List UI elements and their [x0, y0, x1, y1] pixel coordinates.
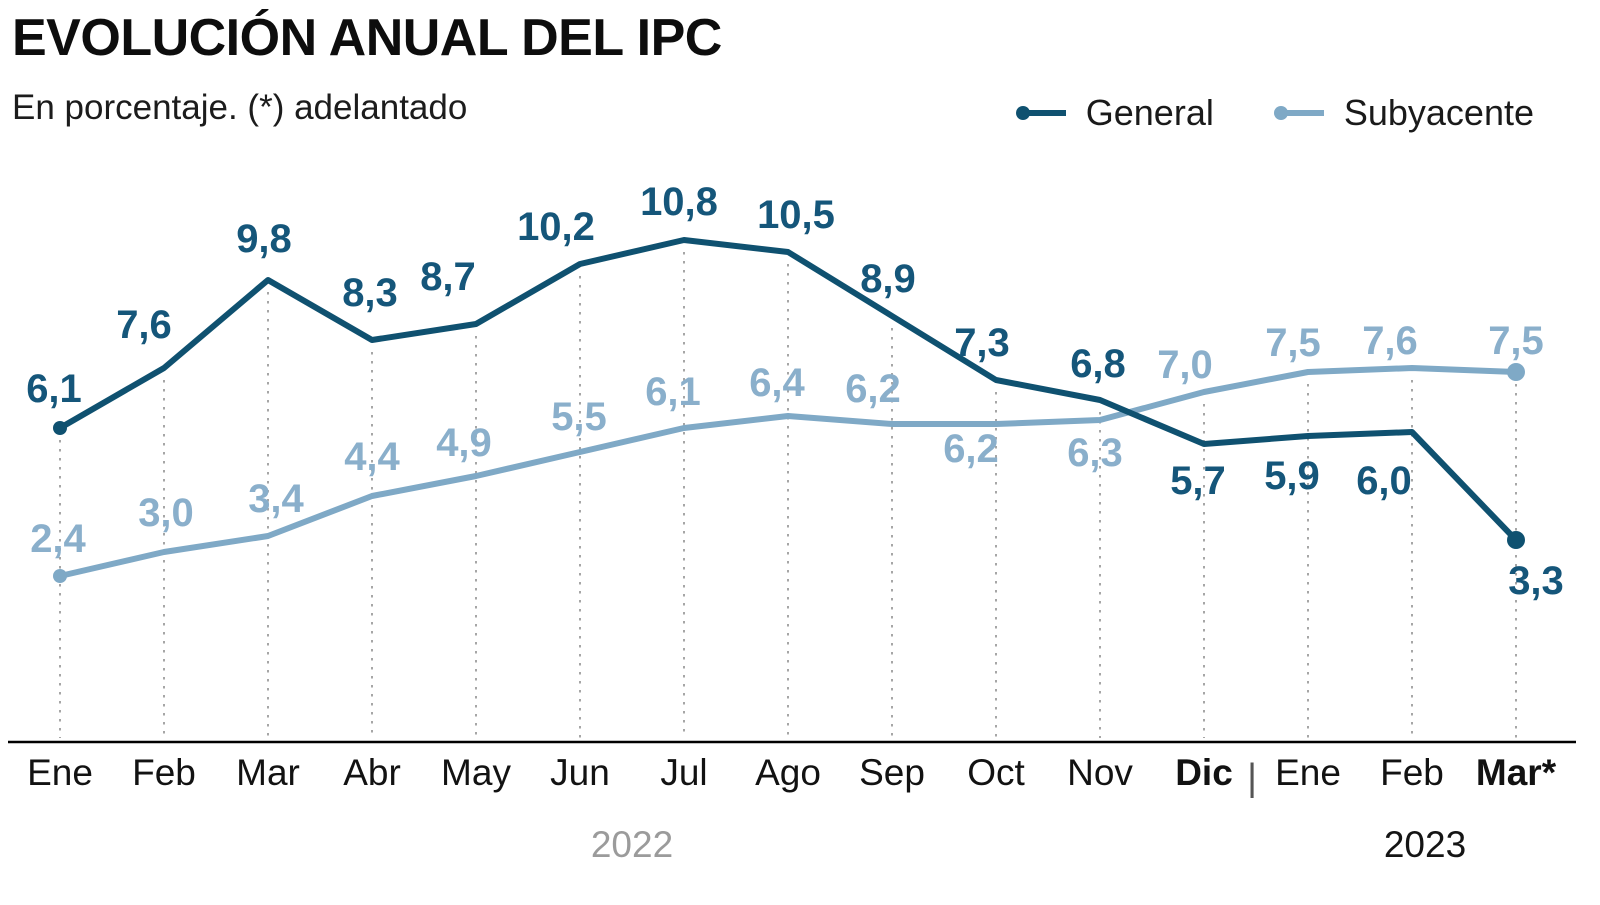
general-value-label: 5,9 — [1264, 454, 1320, 498]
general-value-label: 9,8 — [236, 217, 292, 261]
year-separator: | — [1247, 757, 1257, 799]
general-endpoint-dot — [53, 421, 67, 435]
legend-label-general: General — [1085, 92, 1214, 133]
general-line-marker-icon — [1015, 106, 1066, 120]
month-label: May — [441, 752, 511, 793]
month-label: Jun — [550, 752, 610, 793]
subyacente-value-label: 4,9 — [436, 421, 492, 465]
subyacente-value-label: 6,3 — [1067, 431, 1123, 475]
subyacente-endpoint-dot — [1507, 363, 1525, 381]
legend-item-subyacente: Subyacente — [1272, 92, 1534, 134]
month-label: Nov — [1067, 752, 1133, 793]
month-label: Sep — [859, 752, 925, 793]
general-value-label: 10,5 — [757, 193, 835, 237]
year-label-2023: 2023 — [1384, 824, 1466, 865]
general-endpoint-dot — [1507, 531, 1525, 549]
general-value-label: 10,8 — [640, 180, 718, 224]
month-label: Ene — [27, 752, 93, 793]
subyacente-value-label: 7,5 — [1488, 319, 1544, 363]
subyacente-value-label: 6,2 — [943, 427, 999, 471]
legend: General Subyacente — [1014, 92, 1534, 134]
general-value-label: 6,0 — [1356, 459, 1412, 503]
general-value-label: 10,2 — [517, 205, 595, 249]
month-label: Feb — [132, 752, 196, 793]
subyacente-value-label: 5,5 — [551, 395, 607, 439]
month-label: Mar — [236, 752, 300, 793]
month-label: Ene — [1275, 752, 1341, 793]
month-label: Jul — [660, 752, 707, 793]
subyacente-value-label: 4,4 — [344, 435, 400, 479]
month-label: Abr — [343, 752, 401, 793]
subyacente-line — [57, 365, 1519, 579]
subyacente-value-label: 3,4 — [248, 477, 304, 521]
month-label: Oct — [967, 752, 1025, 793]
subyacente-value-label: 2,4 — [30, 517, 86, 561]
subyacente-value-label: 6,1 — [645, 370, 701, 414]
chart-title: EVOLUCIÓN ANUAL DEL IPC — [12, 9, 722, 67]
general-value-label: 8,9 — [860, 257, 916, 301]
subyacente-line-marker-icon — [1273, 106, 1324, 120]
subyacente-value-label: 6,2 — [845, 367, 901, 411]
general-value-label: 3,3 — [1508, 559, 1564, 603]
legend-label-subyacente: Subyacente — [1343, 92, 1534, 133]
month-label: Ago — [755, 752, 821, 793]
general-value-label: 5,7 — [1170, 459, 1226, 503]
general-value-label: 7,6 — [116, 303, 172, 347]
subyacente-endpoint-dot — [53, 569, 67, 583]
month-label: Mar* — [1476, 752, 1557, 793]
legend-item-general: General — [1014, 92, 1214, 134]
month-label: Feb — [1380, 752, 1444, 793]
subyacente-value-label: 6,4 — [749, 361, 805, 405]
subyacente-value-label: 3,0 — [138, 491, 194, 535]
year-label-2022: 2022 — [591, 824, 673, 865]
subyacente-value-label: 7,5 — [1265, 321, 1321, 365]
chart-subtitle: En porcentaje. (*) adelantado — [12, 88, 468, 127]
month-label: Dic — [1175, 752, 1233, 793]
general-value-label: 7,3 — [954, 321, 1010, 365]
general-value-label: 6,8 — [1070, 342, 1126, 386]
subyacente-value-label: 7,6 — [1362, 319, 1418, 363]
general-line — [57, 237, 1519, 543]
subyacente-value-label: 7,0 — [1157, 343, 1213, 387]
general-value-label: 8,7 — [420, 255, 476, 299]
general-value-label: 6,1 — [26, 367, 82, 411]
general-value-label: 8,3 — [342, 271, 398, 315]
